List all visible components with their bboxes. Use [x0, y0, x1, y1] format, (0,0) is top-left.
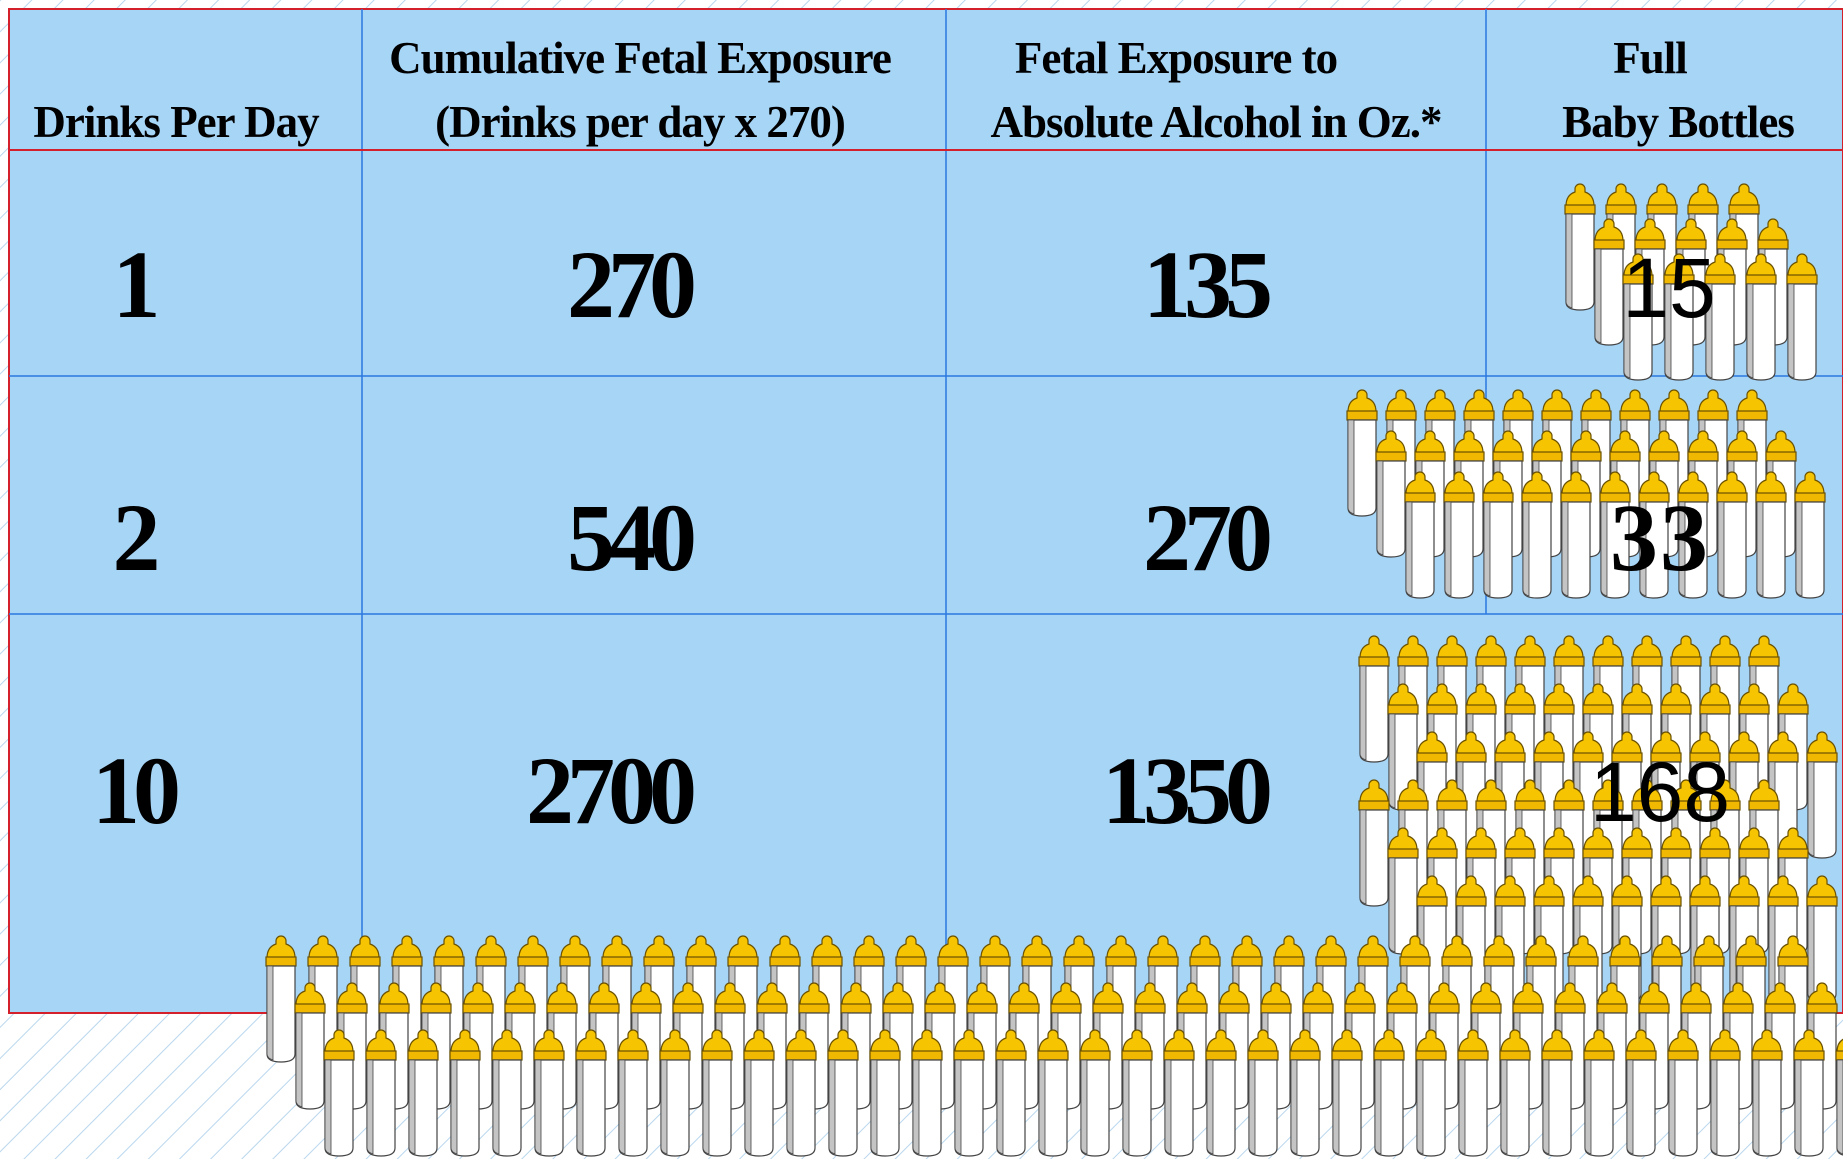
bottle	[996, 1030, 1026, 1156]
bottle	[1458, 1030, 1488, 1156]
cell: 33	[1610, 484, 1710, 591]
bottle	[702, 1030, 732, 1156]
bottle	[492, 1030, 522, 1156]
header: Drinks Per Day Cumulative Fetal Exposure…	[33, 33, 1795, 147]
bottle	[1795, 472, 1825, 598]
bottle	[1794, 1030, 1824, 1156]
bottle	[1626, 1030, 1656, 1156]
bottle	[1038, 1030, 1068, 1156]
bottle	[1290, 1030, 1320, 1156]
bottle	[1668, 1030, 1698, 1156]
bottle	[1164, 1030, 1194, 1156]
cell: 2700	[526, 737, 694, 844]
bottle	[1710, 1030, 1740, 1156]
bottle	[366, 1030, 396, 1156]
bottle	[1594, 219, 1624, 345]
bottle	[954, 1030, 984, 1156]
header-cell: Full	[1613, 33, 1687, 83]
bottle	[324, 1030, 354, 1156]
bottle	[1542, 1030, 1572, 1156]
header-cell: Baby Bottles	[1562, 97, 1794, 147]
bottle	[660, 1030, 690, 1156]
bottle	[1522, 472, 1552, 598]
bottle	[1332, 1030, 1362, 1156]
bottle	[1206, 1030, 1236, 1156]
bottle	[1807, 732, 1837, 858]
bottle	[450, 1030, 480, 1156]
bottle	[576, 1030, 606, 1156]
bottle	[828, 1030, 858, 1156]
bottle	[1405, 472, 1435, 598]
cell: 270	[1143, 484, 1270, 591]
header-cell: Drinks Per Day	[33, 97, 320, 147]
bottle	[1444, 472, 1474, 598]
header-cell: Fetal Exposure to	[1015, 33, 1337, 83]
cell: 15	[1622, 241, 1715, 335]
bottle	[534, 1030, 564, 1156]
header-cell: Cumulative Fetal Exposure	[389, 33, 891, 83]
cell: 1350	[1102, 737, 1270, 844]
bottle	[870, 1030, 900, 1156]
bottle	[1416, 1030, 1446, 1156]
cell: 540	[567, 484, 694, 591]
bottle	[1584, 1030, 1614, 1156]
bottle	[1122, 1030, 1152, 1156]
bottle	[1561, 472, 1591, 598]
bottle	[1376, 431, 1406, 557]
bottle	[912, 1030, 942, 1156]
bottle	[1374, 1030, 1404, 1156]
cell: 135	[1143, 231, 1270, 338]
bottle	[266, 936, 296, 1062]
bottle	[1483, 472, 1513, 598]
cell: 168	[1590, 745, 1730, 839]
cell: 10	[92, 737, 178, 844]
cell: 270	[567, 231, 694, 338]
cell: 2	[113, 484, 157, 591]
header-cell: Absolute Alcohol in Oz.*	[990, 97, 1441, 147]
bottle	[618, 1030, 648, 1156]
bottle	[1359, 780, 1389, 906]
bottle	[1746, 254, 1776, 380]
bottle	[786, 1030, 816, 1156]
body: 1 270 135 2 540 270 10 2700 1350	[92, 231, 1277, 844]
bottle	[1359, 636, 1389, 762]
bottle	[1787, 254, 1817, 380]
bottle	[295, 983, 325, 1109]
bottle	[1717, 472, 1747, 598]
bottle	[1080, 1030, 1110, 1156]
bottle	[744, 1030, 774, 1156]
bottle	[1500, 1030, 1530, 1156]
bottle	[1347, 390, 1377, 516]
bottle	[1388, 828, 1418, 954]
bottle	[1248, 1030, 1278, 1156]
bottle	[408, 1030, 438, 1156]
bottle	[1756, 472, 1786, 598]
cell: 1	[113, 231, 157, 338]
bottle-labels: 15 33 168	[1590, 241, 1730, 839]
header-cell: (Drinks per day x 270)	[435, 97, 845, 147]
bottle	[1565, 184, 1595, 310]
bottle	[1836, 1030, 1843, 1156]
bottle	[1752, 1030, 1782, 1156]
